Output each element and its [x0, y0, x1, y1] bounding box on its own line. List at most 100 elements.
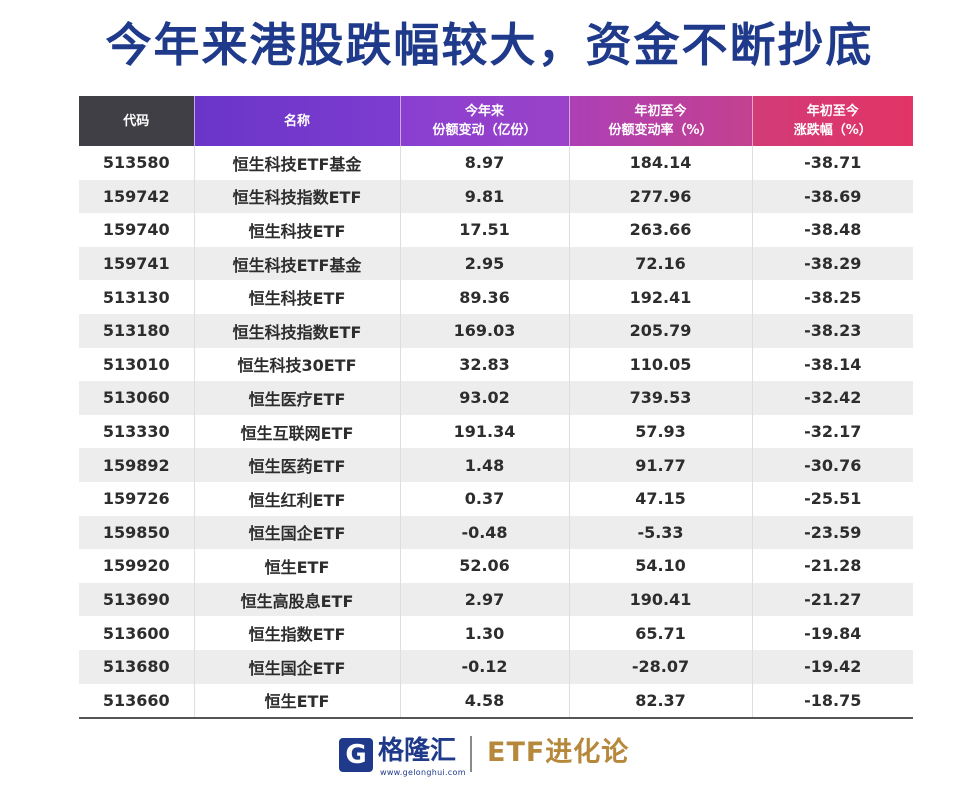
cell-ytd-return: -18.75	[752, 683, 913, 720]
table-row: 513010 恒生科技30ETF 32.83 110.05 -38.14	[79, 347, 913, 382]
cell-share-change: 52.06	[400, 549, 570, 583]
header-share-change-line1: 今年来	[464, 104, 504, 119]
cell-share-change-rate: 263.66	[569, 213, 753, 247]
cell-name: 恒生科技指数ETF	[194, 313, 401, 348]
table-row: 159741 恒生科技ETF基金 2.95 72.16 -38.29	[79, 246, 913, 281]
table-row: 159850 恒生国企ETF -0.48 -5.33 -23.59	[79, 515, 913, 550]
cell-ytd-return: -21.28	[752, 549, 913, 583]
cell-share-change-rate: 47.15	[569, 481, 753, 516]
cell-share-change-rate: 72.16	[569, 246, 753, 281]
cell-share-change-rate: 739.53	[569, 381, 753, 415]
table-row: 159726 恒生红利ETF 0.37 47.15 -25.51	[79, 481, 913, 516]
cell-share-change-rate: -28.07	[569, 649, 753, 684]
cell-ytd-return: -38.29	[752, 246, 913, 281]
cell-share-change-rate: 54.10	[569, 549, 753, 583]
cell-share-change-rate: 192.41	[569, 280, 753, 314]
cell-code: 159741	[79, 246, 195, 281]
cell-code: 513180	[79, 313, 195, 348]
cell-share-change: 93.02	[400, 381, 570, 415]
cell-code: 513680	[79, 649, 195, 684]
cell-name: 恒生科技ETF	[194, 280, 401, 314]
cell-share-change-rate: 110.05	[569, 347, 753, 382]
header-name-label: 名称	[283, 113, 310, 129]
table-row: 513330 恒生互联网ETF 191.34 57.93 -32.17	[79, 414, 913, 449]
table-row: 159920 恒生ETF 52.06 54.10 -21.28	[79, 549, 913, 583]
cell-code: 513690	[79, 582, 195, 617]
cell-name: 恒生医药ETF	[194, 448, 401, 482]
cell-share-change-rate: 184.14	[569, 146, 753, 180]
cell-share-change-rate: 82.37	[569, 683, 753, 720]
cell-code: 513660	[79, 683, 195, 720]
cell-share-change: 9.81	[400, 179, 570, 214]
cell-name: 恒生指数ETF	[194, 616, 401, 650]
cell-share-change-rate: -5.33	[569, 515, 753, 550]
table-row: 513680 恒生国企ETF -0.12 -28.07 -19.42	[79, 649, 913, 684]
cell-code: 159742	[79, 179, 195, 214]
cell-code: 159740	[79, 213, 195, 247]
table-row: 513690 恒生高股息ETF 2.97 190.41 -21.27	[79, 582, 913, 617]
gelonghui-logo-icon: G	[339, 738, 373, 772]
cell-name: 恒生科技30ETF	[194, 347, 401, 382]
cell-ytd-return: -21.27	[752, 582, 913, 617]
footer: G 格隆汇 www.gelonghui.com ETF进化论	[0, 728, 979, 788]
cell-ytd-return: -32.17	[752, 414, 913, 449]
cell-ytd-return: -38.14	[752, 347, 913, 382]
table-row: 513130 恒生科技ETF 89.36 192.41 -38.25	[79, 280, 913, 314]
cell-ytd-return: -25.51	[752, 481, 913, 516]
cell-code: 513330	[79, 414, 195, 449]
cell-ytd-return: -19.84	[752, 616, 913, 650]
cell-share-change-rate: 205.79	[569, 313, 753, 348]
cell-share-change-rate: 91.77	[569, 448, 753, 482]
page-title: 今年来港股跌幅较大，资金不断抄底	[105, 18, 874, 72]
cell-code: 159892	[79, 448, 195, 482]
cell-ytd-return: -38.23	[752, 313, 913, 348]
header-share-change-line2: 份额变动（亿份）	[432, 123, 537, 138]
cell-name: 恒生国企ETF	[194, 515, 401, 550]
cell-name: 恒生科技ETF	[194, 213, 401, 247]
cell-share-change-rate: 277.96	[569, 179, 753, 214]
table-row: 513600 恒生指数ETF 1.30 65.71 -19.84	[79, 616, 913, 650]
logo-text: 格隆汇	[378, 736, 457, 766]
cell-name: 恒生ETF	[194, 683, 401, 720]
cell-share-change: 1.48	[400, 448, 570, 482]
footer-divider	[470, 736, 472, 772]
header-ytd-return-line2: 涨跌幅（%）	[793, 123, 872, 138]
cell-name: 恒生互联网ETF	[194, 414, 401, 449]
cell-name: 恒生医疗ETF	[194, 381, 401, 415]
cell-name: 恒生科技指数ETF	[194, 179, 401, 214]
cell-share-change-rate: 57.93	[569, 414, 753, 449]
table-row: 159892 恒生医药ETF 1.48 91.77 -30.76	[79, 448, 913, 482]
cell-share-change: 8.97	[400, 146, 570, 180]
table-row: 513660 恒生ETF 4.58 82.37 -18.75	[79, 683, 913, 720]
cell-ytd-return: -19.42	[752, 649, 913, 684]
cell-share-change: 32.83	[400, 347, 570, 382]
cell-name: 恒生ETF	[194, 549, 401, 583]
table-row: 513580 恒生科技ETF基金 8.97 184.14 -38.71	[79, 146, 913, 180]
cell-name: 恒生科技ETF基金	[194, 146, 401, 180]
cell-name: 恒生红利ETF	[194, 481, 401, 516]
cell-share-change: 2.95	[400, 246, 570, 281]
cell-share-change: 2.97	[400, 582, 570, 617]
header-code: 代码	[79, 96, 195, 146]
cell-code: 513600	[79, 616, 195, 650]
cell-code: 513130	[79, 280, 195, 314]
header-share-change-rate: 年初至今 份额变动率（%）	[569, 96, 753, 146]
cell-name: 恒生高股息ETF	[194, 582, 401, 617]
cell-code: 159920	[79, 549, 195, 583]
cell-ytd-return: -38.71	[752, 146, 913, 180]
cell-share-change: 4.58	[400, 683, 570, 720]
table-header-row: 代码 名称 今年来 份额变动（亿份） 年初至今 份额变动率（%） 年初至今 涨跌…	[79, 96, 913, 146]
cell-ytd-return: -38.25	[752, 280, 913, 314]
cell-share-change: -0.12	[400, 649, 570, 684]
cell-share-change: 169.03	[400, 313, 570, 348]
cell-share-change-rate: 65.71	[569, 616, 753, 650]
header-code-label: 代码	[123, 113, 150, 129]
cell-code: 513010	[79, 347, 195, 382]
header-name: 名称	[194, 96, 401, 146]
cell-share-change: 17.51	[400, 213, 570, 247]
header-ytd-return-line1: 年初至今	[806, 104, 859, 119]
table-row: 513180 恒生科技指数ETF 169.03 205.79 -38.23	[79, 313, 913, 348]
logo-url: www.gelonghui.com	[380, 768, 466, 777]
header-ytd-return: 年初至今 涨跌幅（%）	[752, 96, 913, 146]
cell-code: 513060	[79, 381, 195, 415]
